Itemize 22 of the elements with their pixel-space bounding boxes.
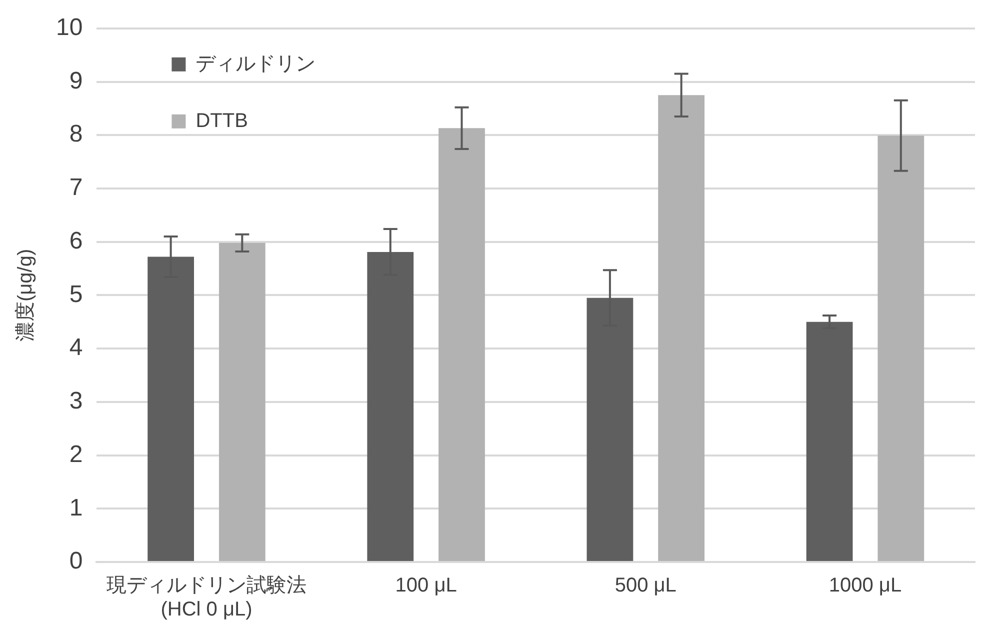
y-tick-label: 3 <box>69 388 83 415</box>
y-tick-label: 1 <box>69 494 83 522</box>
x-tick-label: 100 μL <box>395 574 457 597</box>
y-tick-label: 8 <box>69 120 83 148</box>
bar <box>218 242 266 561</box>
bar <box>658 95 705 561</box>
bar <box>878 136 924 561</box>
y-tick-label: 10 <box>56 14 83 42</box>
y-tick-label: 4 <box>69 334 83 362</box>
y-tick-label: 7 <box>69 174 83 202</box>
y-tick-label: 6 <box>69 227 83 254</box>
y-tick-label: 5 <box>69 280 83 308</box>
y-tick-label: 0 <box>69 548 83 575</box>
y-tick-label: 9 <box>69 67 83 94</box>
legend-label: ディルドリン <box>196 52 316 75</box>
y-axis-title: 濃度(μg/g) <box>14 248 37 342</box>
x-tick-label: 500 μL <box>614 574 676 597</box>
bar <box>438 128 485 561</box>
x-tick-label: 1000 μL <box>828 574 902 597</box>
legend-label: DTTB <box>196 110 248 132</box>
x-tick-label: 現ディルドリン試験法 (HCl 0 μL) <box>106 574 306 621</box>
y-tick-label: 2 <box>69 440 83 468</box>
